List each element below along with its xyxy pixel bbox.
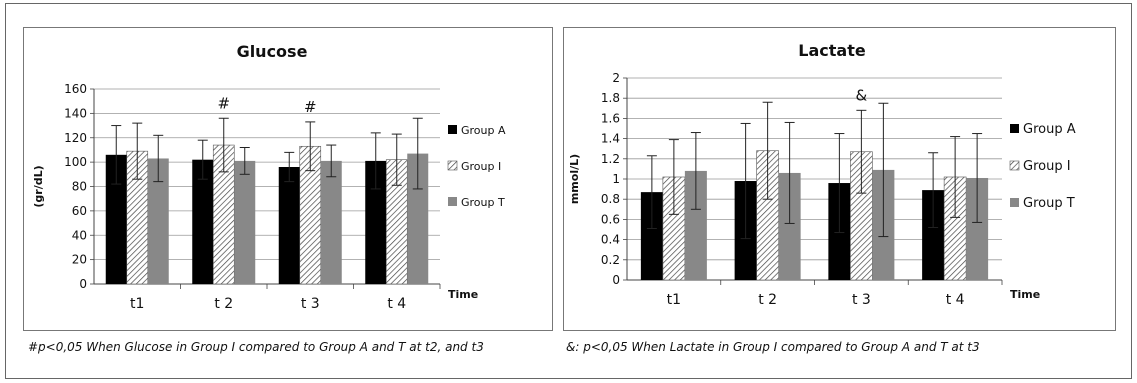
- y-tick-label: 80: [72, 180, 87, 194]
- legend-swatch: [447, 160, 458, 171]
- y-tick-label: 140: [64, 106, 87, 120]
- significance-marker: #: [217, 94, 230, 112]
- y-tick-label: 100: [64, 155, 87, 169]
- x-tick-label: t 3: [301, 296, 320, 312]
- legend-entry: Group I: [461, 160, 501, 173]
- bar-group-t: [407, 153, 429, 284]
- y-axis-label: (gr/dL): [32, 165, 45, 207]
- bar-group-a: [192, 159, 214, 284]
- x-tick-label: t 3: [852, 292, 871, 308]
- y-tick-label: 0.6: [601, 212, 620, 226]
- legend-entry: Group I: [1023, 159, 1071, 174]
- y-tick-label: 1.2: [601, 152, 620, 166]
- y-axis-label: mmol/L): [568, 154, 581, 204]
- x-axis-label: Time: [448, 288, 478, 301]
- chart-title: Lactate: [798, 41, 866, 60]
- y-tick-label: 120: [64, 131, 87, 145]
- bar-group-t: [778, 172, 801, 280]
- y-tick-label: 0: [612, 273, 620, 287]
- y-tick-label: 2: [612, 71, 620, 85]
- legend-swatch: [448, 197, 457, 206]
- x-axis-label: Time: [1010, 288, 1040, 301]
- lactate-chart-panel: Lactate mmol/L) 0 0.2 0.4 0.6 0.8 1 1.2 1.4 1.6 1.8…: [563, 27, 1116, 331]
- y-tick-label: 0.4: [601, 233, 620, 247]
- y-tick-label: 0.8: [601, 192, 620, 206]
- legend-entry: Group A: [1023, 122, 1076, 137]
- x-tick-label: t 4: [387, 296, 406, 312]
- legend-entry: Group T: [461, 196, 505, 209]
- y-tick-label: 0: [79, 277, 87, 291]
- lactate-caption: &: p<0,05 When Lactate in Group I compar…: [566, 340, 980, 354]
- bar-group-a: [278, 167, 300, 284]
- x-tick-label: t1: [130, 296, 144, 312]
- glucose-caption: #p<0,05 When Glucose in Group I compared…: [28, 340, 484, 354]
- y-tick-label: 1.4: [601, 132, 620, 146]
- bar-group-a: [365, 160, 387, 284]
- glucose-chart: Glucose (gr/dL) 0 20 40 60 80 100 120 140 160 t1 t 2…: [32, 42, 506, 312]
- bar-group-a: [640, 192, 663, 280]
- legend-swatch: [1010, 198, 1019, 207]
- figure-frame: [5, 3, 1132, 379]
- legend-entry: Group T: [1023, 196, 1075, 211]
- y-tick-label: 1.6: [601, 111, 620, 125]
- significance-marker: #: [304, 98, 317, 116]
- y-tick-label: 40: [72, 228, 87, 242]
- bar-group-t: [234, 160, 256, 284]
- bar-group-t: [147, 158, 169, 284]
- chart-title: Glucose: [237, 42, 308, 61]
- significance-marker: &: [856, 86, 868, 104]
- y-tick-label: 1: [612, 172, 620, 186]
- glucose-chart-panel: Glucose (gr/dL) 0 20 40 60 80 100 120 140 160 t1 t 2…: [23, 27, 553, 331]
- legend-swatch: [1009, 160, 1020, 171]
- x-tick-label: t 2: [758, 292, 777, 308]
- bar-group-a: [105, 154, 127, 284]
- bar-group-t: [966, 177, 989, 280]
- x-tick-label: t1: [667, 292, 681, 308]
- y-tick-label: 60: [72, 204, 87, 218]
- y-tick-label: 1.8: [601, 91, 620, 105]
- y-tick-label: 20: [72, 253, 87, 267]
- y-tick-label: 0.2: [601, 253, 620, 267]
- legend-swatch: [1010, 124, 1019, 133]
- legend-swatch: [448, 125, 457, 134]
- bar-group-t: [320, 160, 342, 284]
- y-tick-label: 160: [64, 82, 87, 96]
- lactate-chart: Lactate mmol/L) 0 0.2 0.4 0.6 0.8 1 1.2 1.4 1.6 1.8…: [568, 41, 1076, 308]
- x-tick-label: t 4: [946, 292, 965, 308]
- x-tick-label: t 2: [214, 296, 233, 312]
- legend-entry: Group A: [461, 124, 506, 137]
- bar-group-a: [922, 190, 945, 280]
- bar-group-t: [684, 170, 707, 280]
